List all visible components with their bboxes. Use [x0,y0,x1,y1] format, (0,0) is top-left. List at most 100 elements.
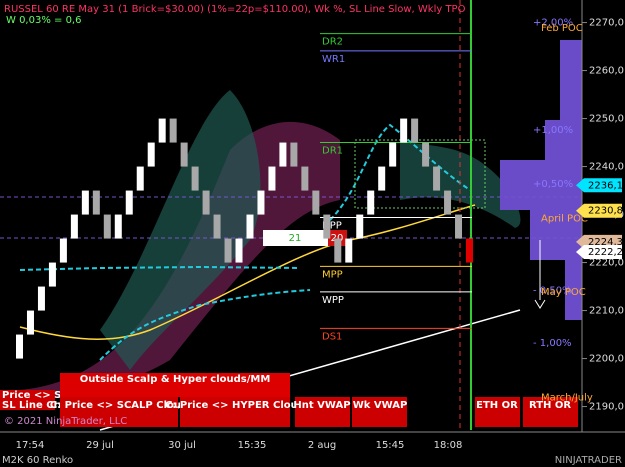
renko-brick [213,214,221,239]
button[interactable] [295,397,350,427]
y-tick-label: 2210,0 [589,306,624,317]
renko-brick [312,190,320,215]
button-label[interactable]: SL Line Cross [2,400,77,411]
renko-brick [433,166,441,191]
x-tick-label: 15:45 [376,440,405,451]
renko-brick [224,238,232,263]
button[interactable] [352,397,407,427]
y-tick-label: 2220,0 [589,258,624,269]
brand: NINJATRADER [555,455,622,466]
poc-label: Feb POC [541,23,583,34]
renko-brick [400,118,408,143]
renko-brick [257,190,265,215]
poc-label: April POC [541,213,588,224]
renko-brick [279,142,287,167]
button[interactable] [0,390,55,410]
pivot-label: DPP [322,220,342,231]
percent-label: +2,00% [533,18,573,29]
y-tick-label: 2250,0 [589,114,624,125]
pivot-label: WPP [322,295,344,306]
count-down: 20 [331,233,344,244]
count-box [263,230,328,246]
renko-brick [136,166,144,191]
button-label[interactable]: RTH OR [529,400,571,411]
renko-brick [444,190,452,215]
y-tick-label: 2240,0 [589,162,624,173]
renko-brick [356,214,364,239]
button[interactable] [60,373,290,397]
button[interactable] [475,397,520,427]
renko-brick [158,118,166,143]
price-marker-label: 2224,3 [588,237,623,248]
renko-brick [367,190,375,215]
button-label[interactable]: Hnt VWAP [293,400,350,411]
pivot-label: WR1 [322,54,345,65]
x-tick-label: 17:54 [16,440,45,451]
renko-brick [411,118,419,143]
sl-line [329,123,471,221]
renko-brick [81,190,89,215]
button-label[interactable]: Outside Scalp & Hyper clouds/MM [80,374,271,385]
button[interactable] [60,397,178,427]
sl-line [19,265,301,271]
percent-label: +1,00% [533,125,573,136]
volume-profile [500,40,582,320]
pivot-label: DR2 [322,37,343,48]
renko-brick [389,142,397,167]
renko-brick [422,142,430,167]
renko-brick [455,214,463,239]
poc-label: March/July [541,392,593,403]
copyright: © 2021 NinjaTrader, LLC [4,416,127,427]
vwap-line [19,204,476,340]
button-label[interactable]: Price <> Slow [2,390,81,401]
y-tick-label: 2260,0 [589,66,624,77]
price-marker-label: 2236,1 [588,180,623,191]
x-tick-label: 2 aug [308,440,336,451]
percent-label: +0,50% [533,179,573,190]
projection-arrow [534,299,546,309]
renko-brick [334,238,342,263]
opening-range-box [354,139,486,209]
chart-subtitle: W 0,03% = 0,6 [6,15,81,26]
x-tick-label: 18:08 [434,440,463,451]
renko-brick [59,238,67,263]
pivot-label: DS1 [322,331,342,342]
instrument: M2K 60 Renko [2,455,73,466]
renko-brick [125,190,133,215]
button-label[interactable]: C: Price <> HYPER Cloud [165,400,305,411]
price-marker-label: 2230,8 [588,206,623,217]
renko-brick [37,286,45,311]
button[interactable] [180,397,290,427]
price-marker [576,178,622,193]
renko-brick [191,166,199,191]
renko-brick [103,214,111,239]
renko-brick [345,238,353,263]
button-label[interactable]: C: Price <> SCALP Cloud [50,400,188,411]
x-tick-label: 15:35 [238,440,267,451]
pivot-label: DR1 [322,146,343,157]
renko-brick [290,142,298,167]
renko-brick [246,214,254,239]
poc-label: May POC [541,287,586,298]
button-label[interactable]: ETH OR [476,400,518,411]
button-label[interactable]: Wk VWAP [353,400,408,411]
sl-line [99,289,311,361]
count-up: 21 [289,233,302,244]
renko-brick [26,310,34,335]
renko-brick [301,166,309,191]
renko-brick [202,190,210,215]
renko-brick [70,214,78,239]
x-tick-label: 29 jul [86,440,114,451]
price-marker [576,203,622,218]
button[interactable] [523,397,578,427]
price-marker-label: 2222,2 [588,247,623,258]
renko-brick [323,214,331,239]
chart-title: RUSSEL 60 RE May 31 (1 Brick=$30.00) (1%… [4,4,466,15]
renko-brick [147,142,155,167]
renko-brick [268,166,276,191]
percent-label: - 1,00% [533,338,572,349]
renko-brick [466,238,473,263]
count-box [328,230,347,246]
y-tick-label: 2270,0 [589,18,624,29]
